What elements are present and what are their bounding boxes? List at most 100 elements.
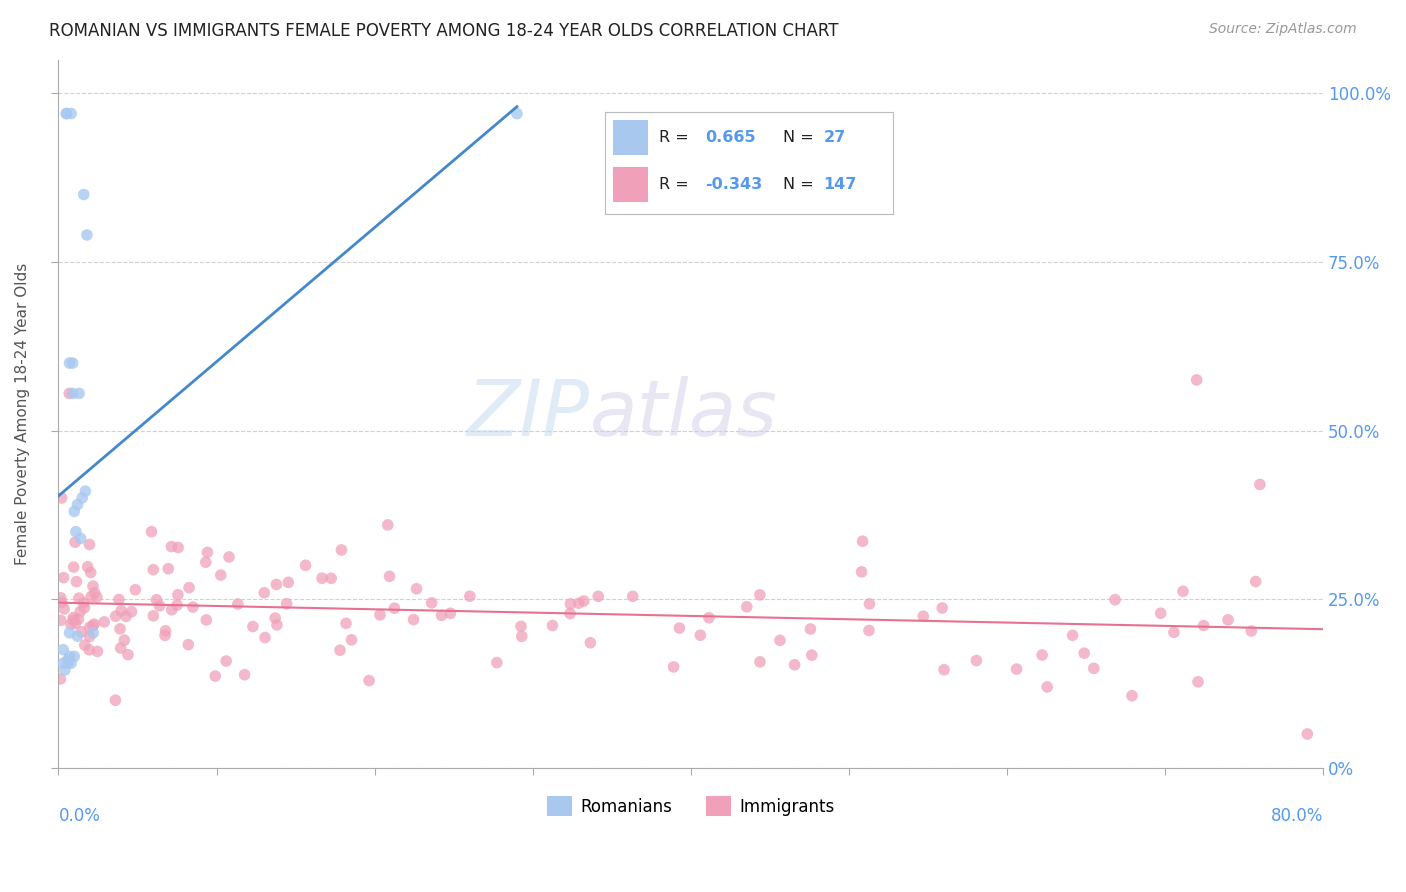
Text: Source: ZipAtlas.com: Source: ZipAtlas.com <box>1209 22 1357 37</box>
Point <box>104 609 127 624</box>
Point <box>668 621 690 635</box>
Point <box>51 491 73 505</box>
Point <box>458 589 481 603</box>
Point <box>63 504 86 518</box>
Point <box>181 600 204 615</box>
Point <box>53 663 76 677</box>
Point <box>73 187 96 202</box>
Text: ZIP: ZIP <box>467 376 589 451</box>
Point <box>368 607 391 622</box>
Point <box>49 591 72 605</box>
Point <box>56 653 79 667</box>
Point <box>1249 477 1271 491</box>
Point <box>65 574 87 589</box>
Point <box>541 618 564 632</box>
Point <box>76 227 98 242</box>
Point <box>506 106 529 120</box>
Point <box>141 524 163 539</box>
Point <box>1121 689 1143 703</box>
Point <box>253 631 276 645</box>
Point <box>69 605 91 619</box>
Point <box>142 563 165 577</box>
Point <box>215 654 238 668</box>
Point <box>93 615 115 629</box>
Point <box>311 571 333 585</box>
Point <box>1031 648 1053 662</box>
Point <box>82 625 104 640</box>
Point <box>931 601 953 615</box>
Point <box>62 610 84 624</box>
Point <box>115 609 138 624</box>
Point <box>83 617 105 632</box>
Point <box>852 534 875 549</box>
Point <box>439 607 461 621</box>
Point <box>1073 646 1095 660</box>
Point <box>52 571 75 585</box>
Point <box>59 617 82 632</box>
Point <box>621 589 644 603</box>
Point <box>697 611 720 625</box>
Point <box>75 484 97 499</box>
Point <box>572 594 595 608</box>
Point <box>55 106 77 120</box>
Text: -0.343: -0.343 <box>706 177 762 192</box>
Point <box>510 629 533 643</box>
Point <box>277 575 299 590</box>
Point <box>209 568 232 582</box>
Point <box>62 613 84 627</box>
Point <box>79 630 101 644</box>
Point <box>66 629 89 643</box>
Point <box>1150 607 1173 621</box>
Point <box>783 657 806 672</box>
Point <box>748 588 770 602</box>
Point <box>160 603 183 617</box>
Point <box>58 356 80 370</box>
Text: 0.665: 0.665 <box>706 129 756 145</box>
Point <box>86 590 108 604</box>
Point <box>1104 592 1126 607</box>
Point <box>1216 613 1239 627</box>
Point <box>1036 680 1059 694</box>
Point <box>63 649 86 664</box>
Point <box>769 633 792 648</box>
Point <box>579 636 602 650</box>
Point <box>253 586 276 600</box>
Point <box>321 571 343 585</box>
Point <box>689 628 711 642</box>
Point <box>108 592 131 607</box>
Point <box>108 622 131 636</box>
Point <box>62 560 84 574</box>
Point <box>568 596 591 610</box>
Point <box>51 595 73 609</box>
Point <box>384 601 406 615</box>
Point <box>56 656 79 670</box>
Point <box>62 386 84 401</box>
Point <box>359 673 381 688</box>
Text: 27: 27 <box>824 129 846 145</box>
Point <box>80 590 103 604</box>
Point <box>166 598 188 612</box>
Point <box>932 663 955 677</box>
Point <box>82 618 104 632</box>
Point <box>1005 662 1028 676</box>
Point <box>226 597 249 611</box>
Point <box>204 669 226 683</box>
Point <box>335 616 357 631</box>
Point <box>66 498 89 512</box>
Point <box>112 633 135 648</box>
Point <box>218 549 240 564</box>
Text: N =: N = <box>783 177 820 192</box>
Point <box>1185 373 1208 387</box>
Point <box>145 592 167 607</box>
Point <box>62 356 84 370</box>
Point <box>58 649 80 664</box>
Point <box>52 642 75 657</box>
Point <box>121 605 143 619</box>
Point <box>485 656 508 670</box>
Point <box>264 611 287 625</box>
Point <box>69 532 91 546</box>
Point <box>735 599 758 614</box>
Text: N =: N = <box>783 129 820 145</box>
Point <box>82 579 104 593</box>
Text: 147: 147 <box>824 177 858 192</box>
